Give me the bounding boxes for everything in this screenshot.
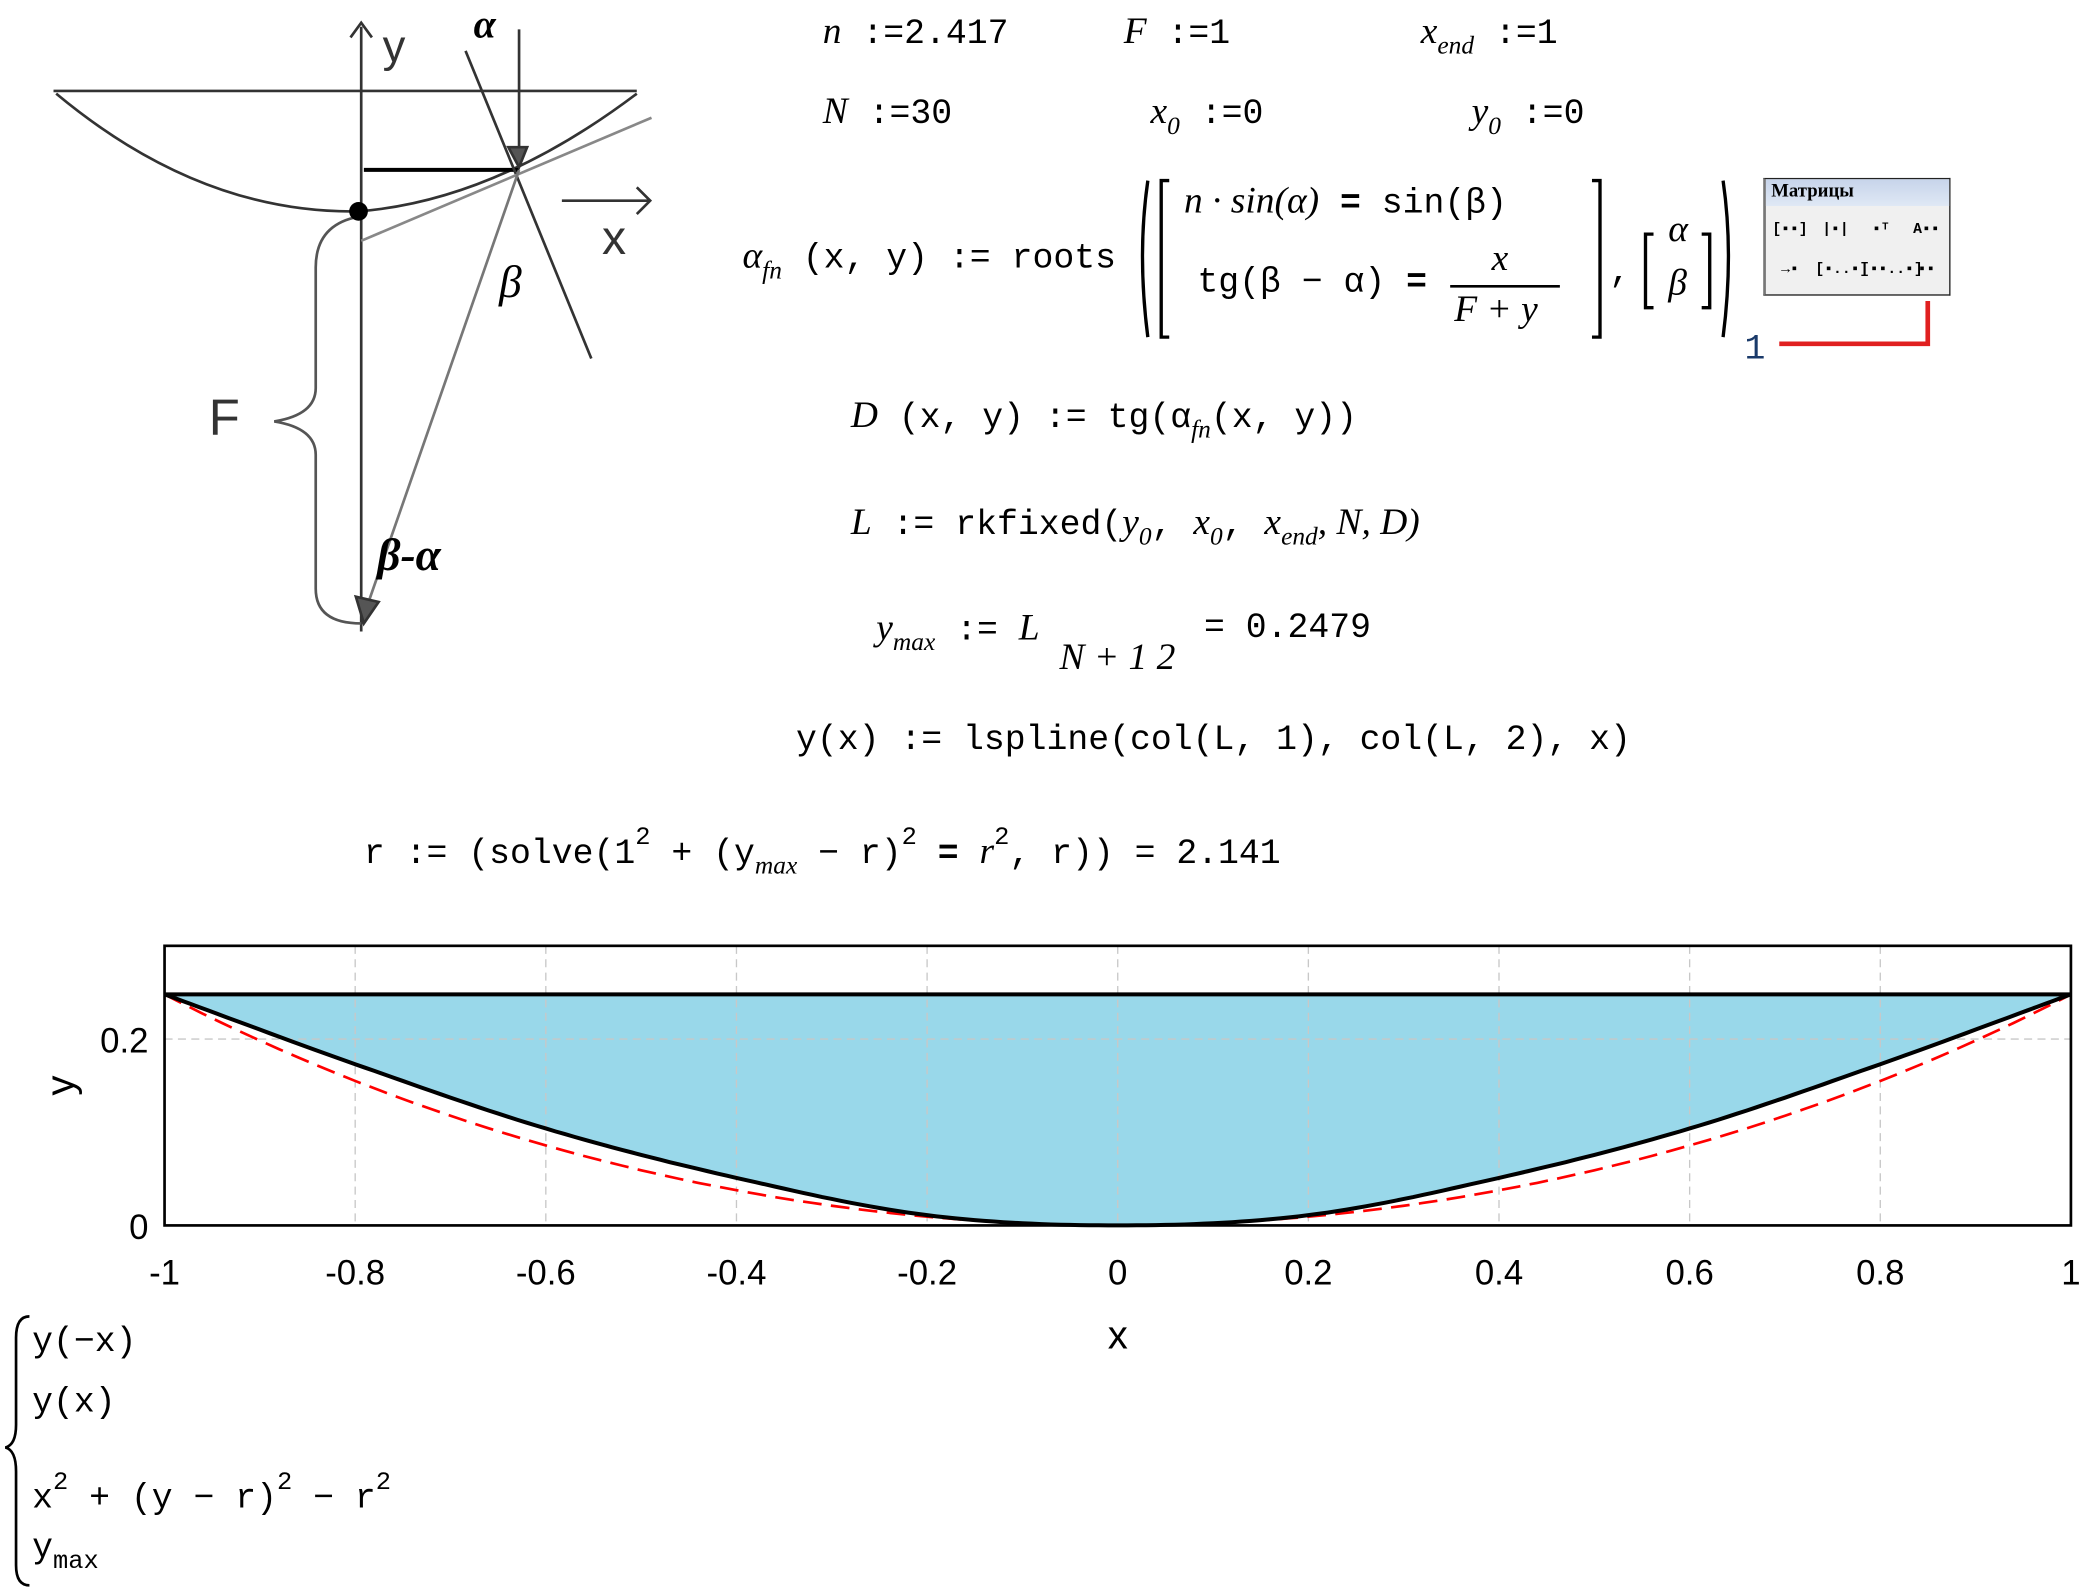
x-tick-label: 0 <box>1108 1254 1127 1292</box>
D-definition[interactable]: D (x, y) := tg(αfn(x, y)) <box>850 394 1357 445</box>
fraction-denominator: F + y <box>1454 288 1538 331</box>
y-axis-label: y <box>38 1076 83 1096</box>
diagram-label-beta: β <box>498 256 522 307</box>
x-tick-label: -0.4 <box>707 1254 767 1292</box>
transpose-button[interactable]: ▪ᵀ <box>1872 222 1890 239</box>
legend-expr-circle[interactable]: x2 + (y − r)2 − r2 <box>32 1467 392 1519</box>
def-y0[interactable]: y0 :=0 <box>1471 90 1585 141</box>
def-x0[interactable]: x0 :=0 <box>1150 90 1264 141</box>
vertex-point <box>349 202 368 221</box>
r-definition[interactable]: r := (solve(12 + (ymax − r)2 = r2, r)) =… <box>363 822 1281 881</box>
L-definition[interactable]: L := rkfixed(y0, x0, xend, N, D) <box>850 501 1420 552</box>
vector-button[interactable]: →▪ <box>1781 262 1799 279</box>
y-tick-label: 0 <box>129 1209 148 1247</box>
x-tick-label: 0.8 <box>1856 1254 1904 1292</box>
diagram-label-beta-alpha: β-α <box>375 529 441 580</box>
x-tick-label: 0.2 <box>1284 1254 1332 1292</box>
legend-expr-y-x[interactable]: y(x) <box>32 1381 116 1423</box>
legend-expr-y-neg-x[interactable]: y(−x) <box>32 1321 137 1362</box>
annotation-arrow <box>1779 301 1931 347</box>
x-tick-label: -0.2 <box>897 1254 957 1292</box>
placeholder-index: 1 <box>1744 329 1766 370</box>
matrix-subscript-button[interactable]: ▪▪ <box>1917 262 1936 279</box>
def-x-end[interactable]: xend :=1 <box>1420 10 1558 61</box>
subscript-button[interactable]: A▪▪ <box>1913 222 1940 239</box>
ymax-index: N + 1 2 <box>1059 636 1176 679</box>
var-beta: β <box>1668 262 1687 304</box>
matrices-toolbar: Матрицы [▪▪] |▪| ▪ᵀ A▪▪ →▪ [▪..▪] [▪▪..▪… <box>1763 177 1951 296</box>
x-tick-label: -1 <box>149 1254 180 1292</box>
x-axis-label: x <box>1108 1313 1128 1358</box>
def-N[interactable]: N :=30 <box>822 90 953 134</box>
ymax-definition[interactable]: ymax := L <box>876 607 1040 657</box>
var-alpha: α <box>1668 208 1688 251</box>
fraction-numerator: x <box>1491 238 1509 280</box>
roots-equation-2: tg(β − α) = <box>1197 262 1427 303</box>
x-tick-label: 1 <box>2061 1254 2080 1292</box>
legend-expr-ymax[interactable]: ymax <box>32 1527 99 1576</box>
lens-diagram: y α x β F β-α <box>53 1 653 632</box>
roots-equation-1: n · sin(α) = sin(β) <box>1183 180 1508 224</box>
def-F[interactable]: F :=1 <box>1123 10 1231 54</box>
x-tick-label: -0.6 <box>516 1254 576 1292</box>
def-n[interactable]: n :=2.417 <box>822 10 1009 54</box>
y-spline-definition[interactable]: y(x) := lspline(col(L, 1), col(L, 2), x) <box>795 719 1631 760</box>
x-tick-label: 0.4 <box>1475 1254 1523 1292</box>
diagram-label-F: F <box>209 389 240 446</box>
toolbar-title: Матрицы <box>1765 179 1950 207</box>
range-button[interactable]: [▪..▪] <box>1815 262 1869 279</box>
y-tick-label: 0.2 <box>100 1022 148 1060</box>
matrix-insert-button[interactable]: [▪▪] <box>1772 222 1808 239</box>
range-step-button[interactable]: [▪▪..▪] <box>1860 262 1923 279</box>
diagram-label-alpha: α <box>474 1 497 46</box>
x-tick-label: 0.6 <box>1665 1254 1713 1292</box>
diagram-label-x: x <box>602 211 626 265</box>
plot-frame <box>163 944 2073 1227</box>
determinant-button[interactable]: |▪| <box>1822 222 1849 239</box>
legend-brace <box>4 1315 30 1587</box>
ymax-result: = 0.2479 <box>1204 607 1372 648</box>
comma: , <box>1609 251 1631 292</box>
matrix-brackets <box>1140 178 1731 339</box>
diagram-label-y: y <box>383 21 406 72</box>
plot[interactable]: -1 -0.8 -0.6 -0.4 -0.2 0 0.2 0.4 0.6 0.8 1 0 0.2 x y <box>0 923 2087 1364</box>
x-tick-label: -0.8 <box>325 1254 385 1292</box>
alpha-fn-lhs: αfn (x, y) := roots <box>742 235 1116 285</box>
